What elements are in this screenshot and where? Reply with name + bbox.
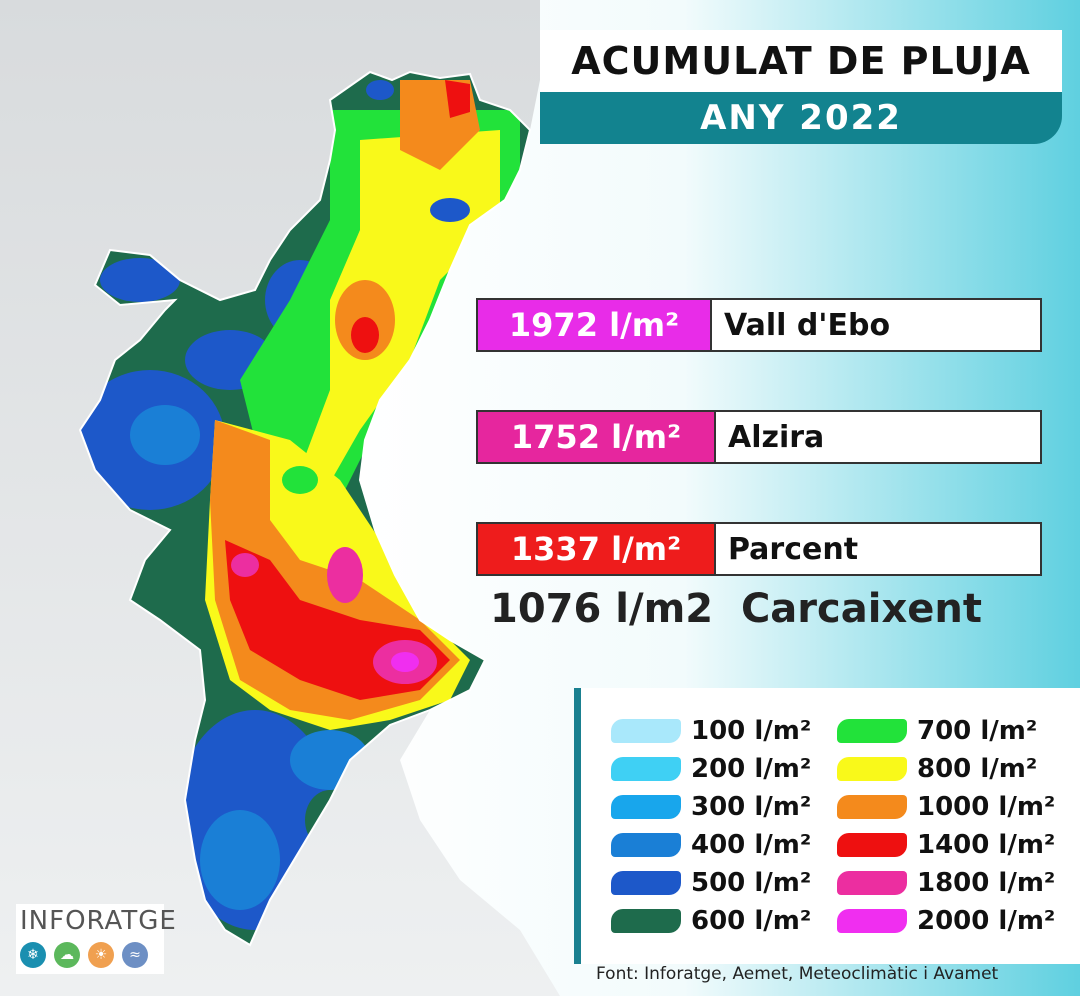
legend-swatch [611,909,681,933]
record-row: 1972 l/m² Vall d'Ebo [476,298,1042,352]
record-row: 1752 l/m² Alzira [476,410,1042,464]
legend-label: 100 l/m² [691,716,812,746]
legend-item: 2000 l/m² [837,906,1055,936]
legend-item: 500 l/m² [611,868,811,898]
logo: INFORATGE ❄ ☁ ☀ ≈ [16,904,176,974]
record-value: 1337 l/m² [478,524,716,574]
legend-swatch [837,909,907,933]
legend-label: 400 l/m² [691,830,812,860]
legend-item: 600 l/m² [611,906,811,936]
legend-swatch [611,795,681,819]
wind-icon: ≈ [122,942,148,968]
legend-label: 600 l/m² [691,906,812,936]
legend-label: 2000 l/m² [917,906,1056,936]
logo-icons: ❄ ☁ ☀ ≈ [20,942,148,968]
legend-swatch [611,719,681,743]
legend: 100 l/m² 200 l/m² 300 l/m² 400 l/m² 500 … [574,688,1080,964]
legend-label: 200 l/m² [691,754,812,784]
record-value: 1752 l/m² [478,412,716,462]
legend-swatch [611,833,681,857]
logo-text: INFORATGE [20,906,177,936]
snowflake-icon: ❄ [20,942,46,968]
record-location: Vall d'Ebo [724,307,891,343]
legend-swatch [837,757,907,781]
extra-record: 1076 l/m2 Carcaixent [490,586,982,632]
legend-swatch [611,757,681,781]
source-credit: Font: Inforatge, Aemet, Meteoclimàtic i … [596,964,999,984]
legend-swatch [837,795,907,819]
legend-item: 700 l/m² [837,716,1037,746]
page-subtitle: ANY 2022 [700,98,902,138]
legend-item: 300 l/m² [611,792,811,822]
legend-item: 1800 l/m² [837,868,1055,898]
legend-swatch [837,833,907,857]
legend-item: 1000 l/m² [837,792,1055,822]
legend-item: 1400 l/m² [837,830,1055,860]
legend-label: 1400 l/m² [917,830,1056,860]
legend-item: 100 l/m² [611,716,811,746]
legend-label: 300 l/m² [691,792,812,822]
page-title: ACUMULAT DE PLUJA [571,39,1031,83]
legend-swatch [611,871,681,895]
subtitle-box: ANY 2022 [540,92,1062,144]
record-location: Alzira [728,419,825,455]
legend-label: 1000 l/m² [917,792,1056,822]
extra-record-value: 1076 l/m2 [490,586,714,632]
record-row: 1337 l/m² Parcent [476,522,1042,576]
record-value: 1972 l/m² [478,300,712,350]
legend-label: 500 l/m² [691,868,812,898]
legend-label: 800 l/m² [917,754,1038,784]
legend-item: 200 l/m² [611,754,811,784]
legend-item: 400 l/m² [611,830,811,860]
legend-item: 800 l/m² [837,754,1037,784]
cloud-icon: ☁ [54,942,80,968]
record-location: Parcent [728,531,859,567]
legend-swatch [837,719,907,743]
legend-swatch [837,871,907,895]
legend-label: 1800 l/m² [917,868,1056,898]
extra-record-location: Carcaixent [740,586,982,632]
sun-icon: ☀ [88,942,114,968]
legend-label: 700 l/m² [917,716,1038,746]
title-box: ACUMULAT DE PLUJA [540,30,1062,92]
